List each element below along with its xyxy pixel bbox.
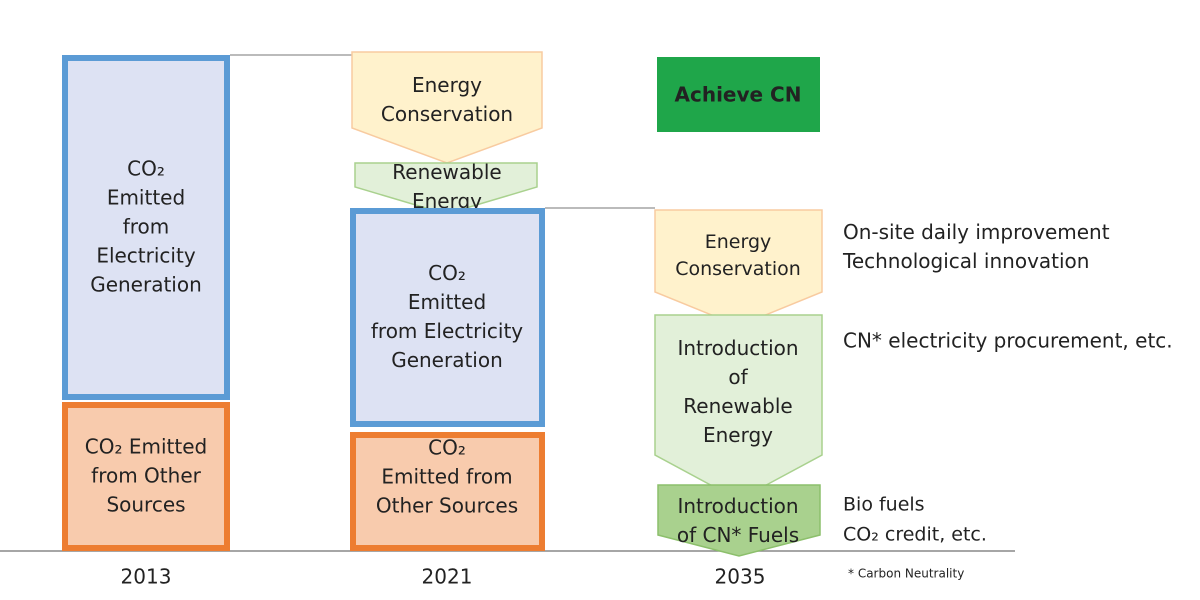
label-line: Bio fuels bbox=[843, 494, 925, 516]
label-line: Introduction bbox=[677, 494, 798, 518]
label-line: Generation bbox=[391, 348, 503, 372]
label-line: Emitted bbox=[107, 186, 185, 210]
label-line: CO₂ bbox=[428, 261, 466, 285]
label-line: Energy bbox=[703, 423, 773, 447]
label-line: CO₂ Emitted bbox=[85, 435, 207, 459]
label-line: Electricity bbox=[96, 244, 196, 268]
year-label: 2013 bbox=[121, 565, 172, 589]
label-line: of bbox=[728, 365, 748, 389]
label-line: Technological innovation bbox=[842, 249, 1089, 273]
label-line: from bbox=[123, 215, 170, 239]
down-arrow bbox=[654, 314, 823, 501]
label-line: Conservation bbox=[381, 102, 513, 126]
goal-label: Achieve CN bbox=[675, 83, 802, 107]
label-line: Emitted from bbox=[381, 465, 512, 489]
box bbox=[62, 55, 230, 400]
label-line: Other Sources bbox=[376, 494, 518, 518]
label-line: CO₂ credit, etc. bbox=[843, 524, 987, 546]
label-line: Energy bbox=[705, 231, 772, 253]
goal-box bbox=[657, 57, 820, 132]
label-line: Introduction bbox=[677, 336, 798, 360]
footnote: * Carbon Neutrality bbox=[848, 567, 964, 581]
label-line: Renewable bbox=[683, 394, 792, 418]
label-line: of CN* Fuels bbox=[677, 523, 799, 547]
down-arrow bbox=[351, 51, 543, 164]
year-label: 2035 bbox=[715, 565, 766, 589]
label-line: CO₂ bbox=[127, 157, 165, 181]
label-line: CO₂ bbox=[428, 436, 466, 460]
down-arrow bbox=[354, 162, 538, 215]
label-line: from Electricity bbox=[371, 319, 523, 343]
down-arrow bbox=[657, 484, 821, 557]
label-line: Generation bbox=[90, 273, 202, 297]
label-line: Sources bbox=[106, 493, 185, 517]
box bbox=[350, 432, 545, 551]
box bbox=[62, 402, 230, 551]
label-line: CN* electricity procurement, etc. bbox=[843, 329, 1173, 353]
label-line: Emitted bbox=[408, 290, 486, 314]
label-line: Renewable bbox=[392, 160, 501, 184]
label-line: from Other bbox=[91, 464, 201, 488]
label-line: Conservation bbox=[675, 258, 801, 280]
label-line: Energy bbox=[412, 73, 482, 97]
year-label: 2021 bbox=[422, 565, 473, 589]
label-line: On-site daily improvement bbox=[843, 220, 1110, 244]
box bbox=[350, 208, 545, 427]
down-arrow bbox=[654, 209, 823, 327]
